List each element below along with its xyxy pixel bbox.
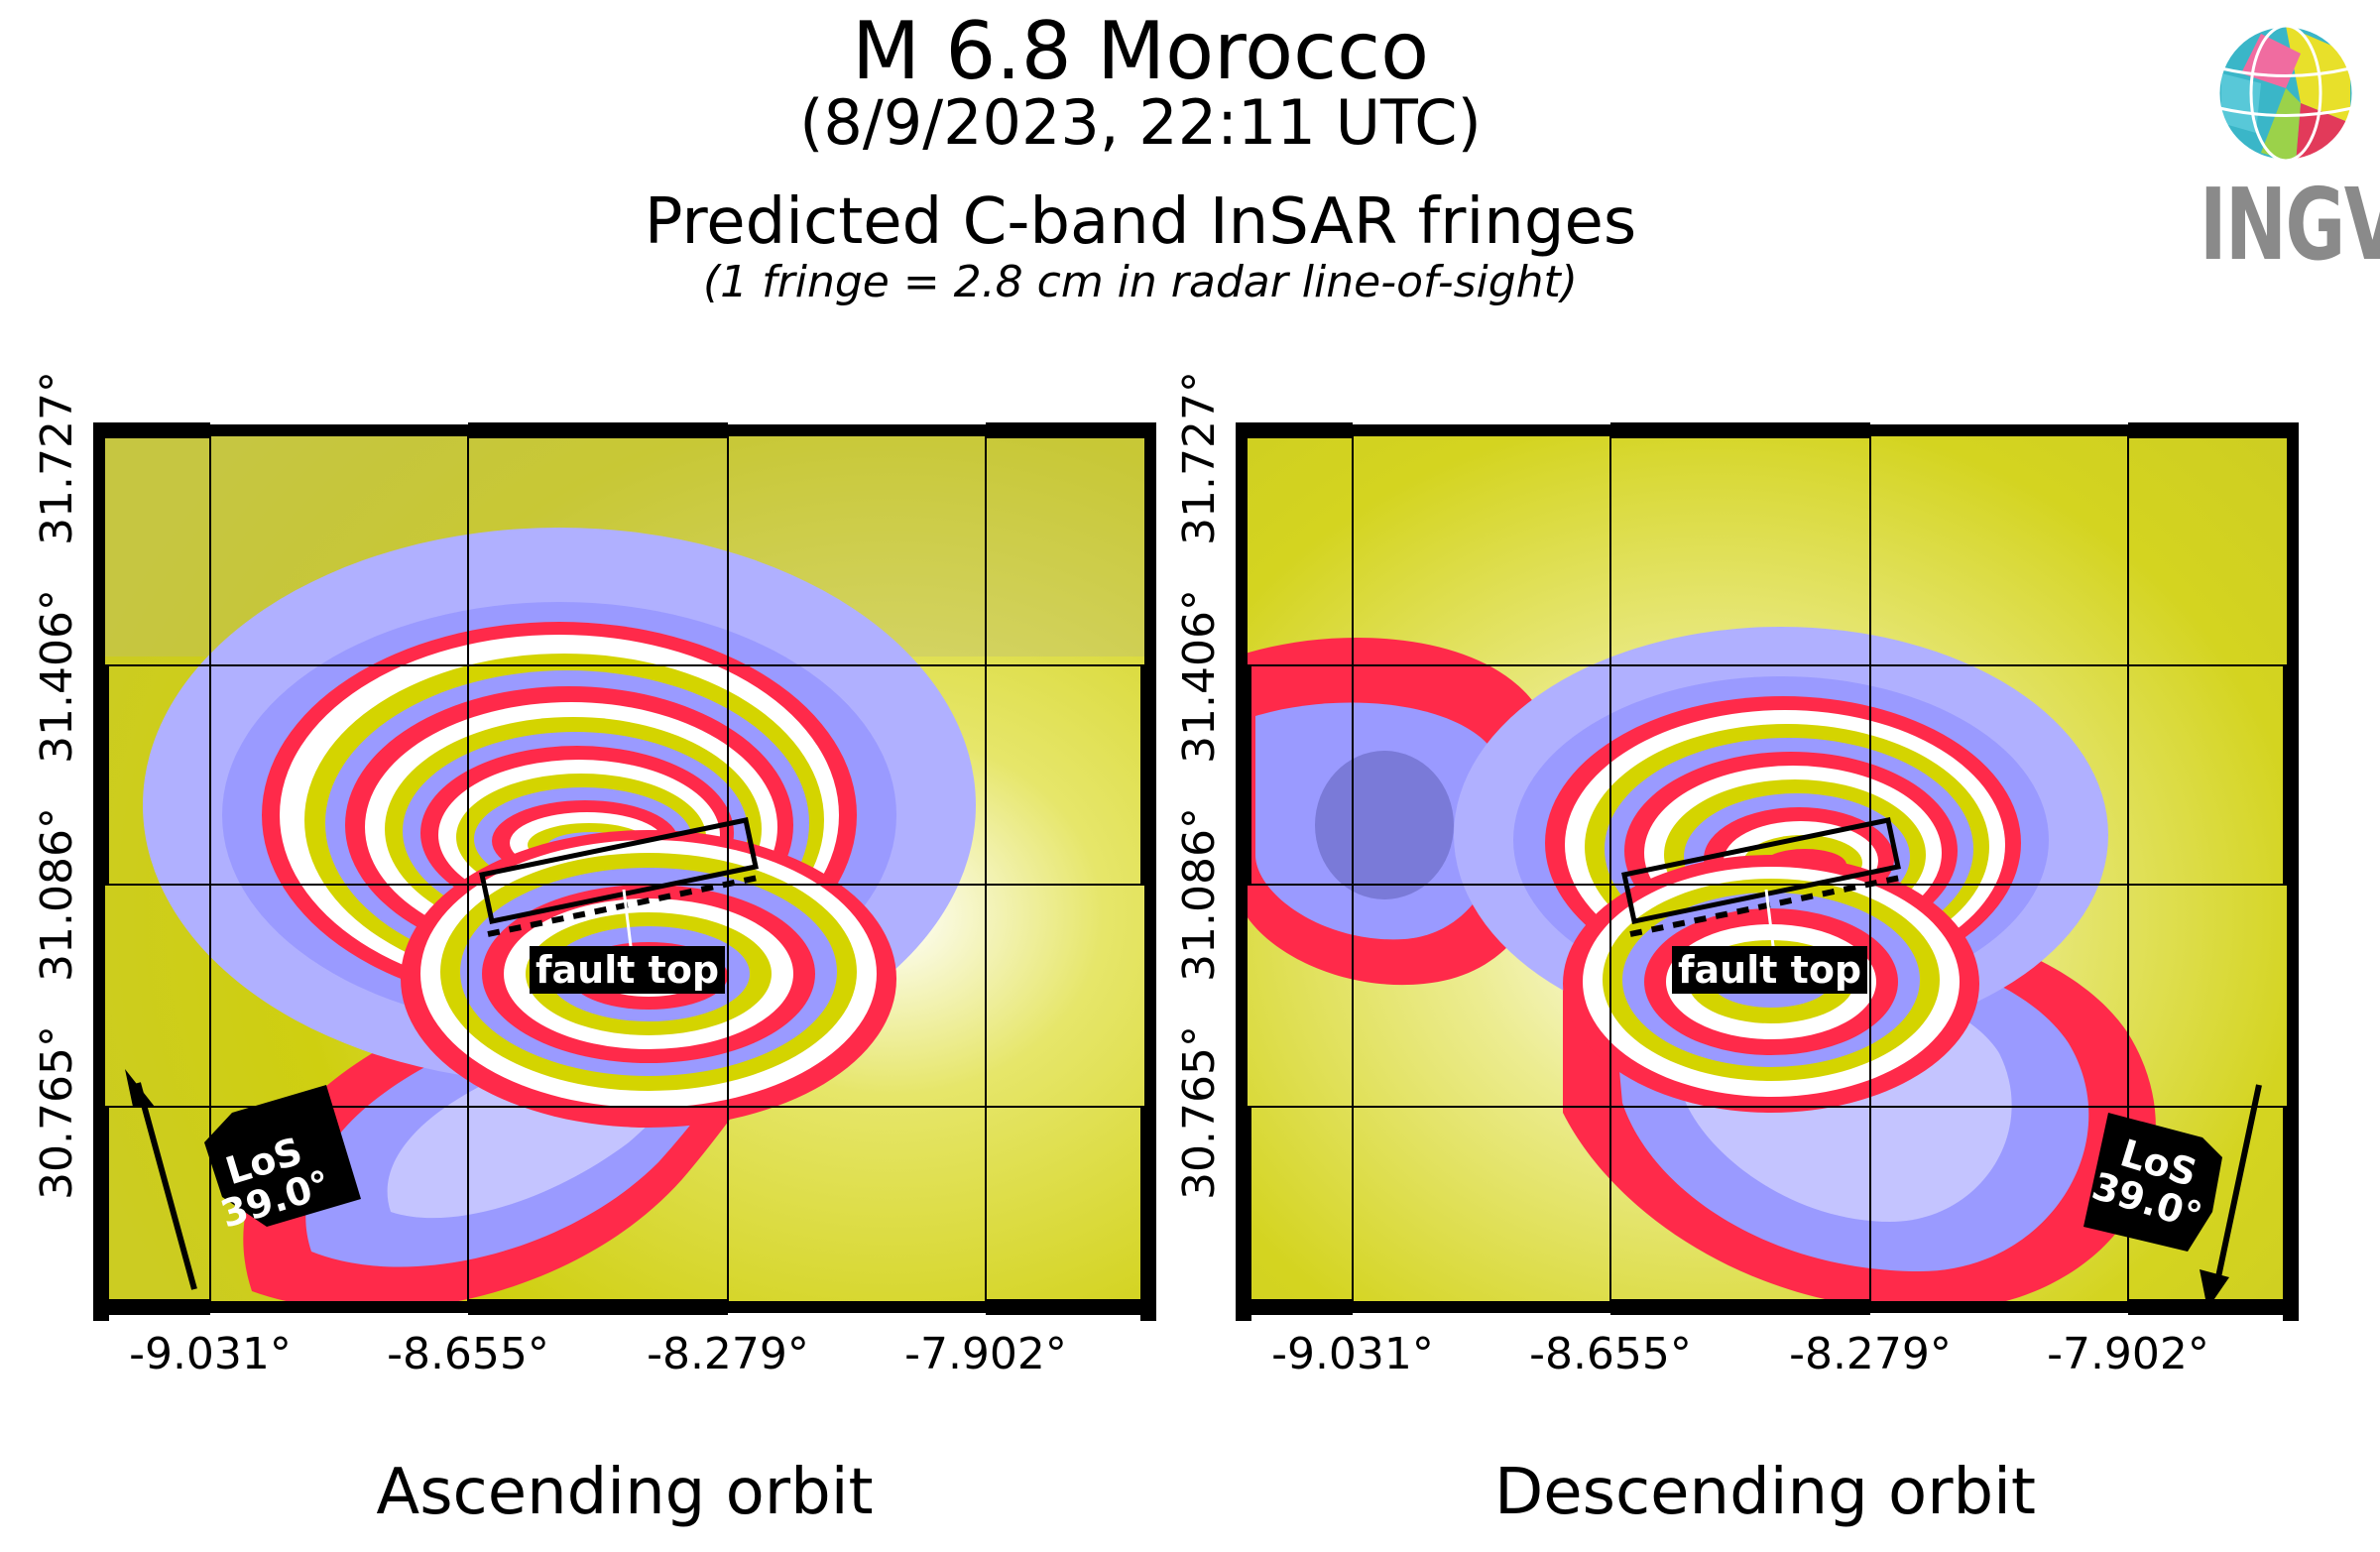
descending-fault-label: fault top — [1672, 946, 1868, 994]
asc-xtick-7902: -7.902° — [904, 1329, 1067, 1379]
asc-ytick-31086: 31.086° — [32, 807, 82, 982]
ascending-los-arrow — [125, 1069, 361, 1290]
desc-ytick-31406: 31.406° — [1174, 589, 1225, 764]
desc-ytick-30765: 30.765° — [1174, 1025, 1225, 1200]
ascending-fringe-map — [93, 422, 1156, 1321]
asc-ytick-31406: 31.406° — [32, 589, 82, 764]
ascending-fault-label: fault top — [530, 946, 726, 994]
descending-orbit-label: Descending orbit — [1493, 1456, 2037, 1529]
ascending-map-panel: fault top LoS 39.0° — [93, 418, 1156, 1321]
descending-map-panel: fault top LoS 39.0° — [1236, 418, 2299, 1321]
descending-los-arrow — [2083, 1084, 2262, 1309]
ingv-logo-text: INGV — [2200, 167, 2380, 283]
asc-xtick-9031: -9.031° — [129, 1329, 292, 1379]
asc-ytick-31727: 31.727° — [32, 371, 82, 545]
desc-xtick-8279: -8.279° — [1789, 1329, 1952, 1379]
desc-xtick-7902: -7.902° — [2047, 1329, 2209, 1379]
desc-xtick-9031: -9.031° — [1271, 1329, 1434, 1379]
map-title: M 6.8 Morocco — [851, 5, 1430, 97]
ascending-map-frame — [93, 422, 1156, 1321]
asc-xtick-8279: -8.279° — [647, 1329, 809, 1379]
desc-ytick-31086: 31.086° — [1174, 807, 1225, 982]
ascending-orbit-label: Ascending orbit — [376, 1456, 874, 1529]
asc-xtick-8655: -8.655° — [387, 1329, 549, 1379]
ascending-map-grid — [105, 436, 1144, 1301]
descending-fault-box — [1621, 817, 1906, 955]
desc-ytick-31727: 31.727° — [1174, 371, 1225, 545]
asc-ytick-30765: 30.765° — [32, 1025, 82, 1200]
ascending-fault-box — [479, 817, 764, 955]
map-subtitle: Predicted C-band InSAR fringes — [644, 185, 1637, 259]
descending-map-frame — [1236, 422, 2299, 1321]
ingv-globe-logo — [2216, 24, 2355, 163]
event-date: (8/9/2023, 22:11 UTC) — [799, 86, 1482, 159]
desc-xtick-8655: -8.655° — [1529, 1329, 1692, 1379]
fringe-note: (1 fringe = 2.8 cm in radar line-of-sigh… — [703, 257, 1578, 307]
